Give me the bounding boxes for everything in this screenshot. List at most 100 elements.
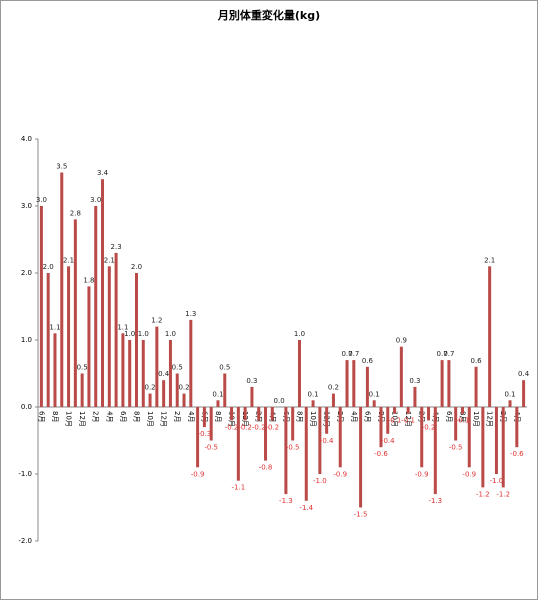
data-label: -0.6 [510, 450, 524, 458]
data-label: 0.3 [409, 377, 420, 385]
bar [447, 360, 451, 407]
bar [114, 252, 118, 407]
bar [454, 407, 458, 441]
x-tick-label: 10月 [146, 411, 154, 427]
bar [365, 366, 369, 407]
bar [427, 407, 431, 421]
data-label: 3.5 [56, 163, 67, 171]
bar [318, 407, 322, 474]
bar [488, 266, 492, 407]
x-tick-label: 10月 [309, 411, 317, 427]
x-tick-label: 6月 [37, 411, 45, 422]
data-label: -0.8 [259, 464, 273, 472]
data-label: -1.0 [313, 477, 327, 485]
bar [67, 266, 71, 407]
bar [128, 340, 132, 407]
data-label: -0.3 [198, 430, 212, 438]
bar [53, 333, 57, 407]
bar [345, 360, 349, 407]
x-tick-label: 4月 [187, 411, 195, 422]
x-tick-label: 8月 [295, 411, 303, 422]
bar [440, 360, 444, 407]
data-label: -1.1 [232, 484, 246, 492]
bar [134, 273, 138, 407]
data-label: 1.3 [185, 310, 196, 318]
data-label: -1.0 [490, 477, 504, 485]
data-label: -0.9 [462, 470, 476, 478]
bar [460, 407, 464, 414]
bar [209, 407, 213, 441]
bar [148, 393, 152, 407]
bar [230, 407, 234, 421]
data-label: 0.7 [443, 350, 454, 358]
bar [393, 407, 397, 414]
x-tick-label: 12月 [404, 411, 412, 427]
bar [101, 179, 105, 407]
data-label: -0.2 [252, 423, 266, 431]
data-label: 0.1 [212, 390, 223, 398]
bar [243, 407, 247, 421]
bar [474, 366, 478, 407]
y-tick-label: 0.0 [21, 403, 32, 411]
x-tick-label: 6月 [119, 411, 127, 422]
x-tick-label: 4月 [350, 411, 358, 422]
bar [297, 340, 301, 407]
y-tick-label: -2.0 [18, 537, 32, 545]
bar [372, 400, 376, 407]
data-label: 0.5 [219, 364, 230, 372]
bar [413, 386, 417, 407]
x-tick-label: 2月 [92, 411, 100, 422]
bar [189, 319, 193, 407]
data-label: 2.1 [63, 256, 74, 264]
data-label: -0.4 [381, 437, 395, 445]
y-tick-label: 2.0 [21, 269, 32, 277]
data-label: 1.1 [49, 323, 60, 331]
data-label: -1.2 [476, 490, 490, 498]
bar [80, 373, 84, 407]
x-tick-label: 10月 [391, 411, 399, 427]
bar [87, 286, 91, 407]
data-label: 0.5 [172, 364, 183, 372]
x-tick-label: 12月 [486, 411, 494, 427]
bar [250, 386, 254, 407]
data-label: 0.6 [362, 357, 374, 365]
data-label: -0.9 [415, 470, 429, 478]
bar [331, 393, 335, 407]
data-label: 0.2 [328, 384, 339, 392]
bar [196, 407, 200, 468]
x-tick-label: 8月 [51, 411, 59, 422]
data-label: 0.3 [246, 377, 257, 385]
data-label: -1.3 [428, 497, 442, 505]
data-label: -1.4 [299, 504, 313, 512]
bar [352, 360, 356, 407]
data-label: 0.2 [178, 384, 189, 392]
bar [168, 340, 172, 407]
data-label: 2.8 [70, 209, 81, 217]
data-label: 0.7 [348, 350, 359, 358]
data-label: 0.0 [274, 397, 285, 405]
data-label: -0.1 [388, 417, 402, 425]
x-tick-label: 10月 [65, 411, 73, 427]
bar [379, 407, 383, 448]
bar [338, 407, 342, 468]
x-tick-label: 12月 [160, 411, 168, 427]
data-label: -1.5 [354, 511, 368, 519]
data-label: -0.6 [374, 450, 388, 458]
x-tick-label: 8月 [214, 411, 222, 422]
bar [182, 393, 186, 407]
y-tick-label: 4.0 [21, 135, 32, 143]
data-label: 1.1 [117, 323, 128, 331]
bar [508, 400, 512, 407]
data-label: 0.1 [369, 390, 380, 398]
data-label: 1.0 [124, 330, 135, 338]
x-tick-label: 10月 [472, 411, 480, 427]
data-label: -0.5 [286, 444, 300, 452]
data-label: 1.8 [83, 276, 94, 284]
bar [399, 346, 403, 407]
x-tick-label: 4月 [105, 411, 113, 422]
bar [304, 407, 308, 501]
data-label: -0.1 [401, 417, 415, 425]
y-tick-label: 1.0 [21, 336, 32, 344]
x-tick-label: 8月 [458, 411, 466, 422]
